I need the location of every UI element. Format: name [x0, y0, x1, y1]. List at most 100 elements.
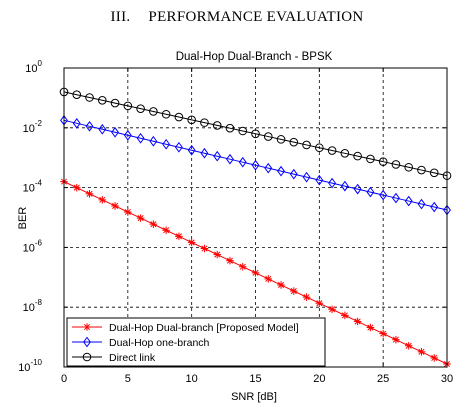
data-point-star	[238, 262, 247, 271]
data-point-star	[328, 305, 336, 314]
series-line	[63, 91, 448, 177]
star-stroke	[418, 348, 425, 355]
x-tick-label: 15	[249, 373, 261, 385]
data-point-diamond	[149, 135, 158, 147]
star-stroke	[316, 300, 323, 307]
data-point-star	[226, 256, 234, 265]
data-point-star	[430, 354, 439, 362]
legend-entry: Dual-Hop one-branch	[72, 336, 210, 349]
legend: Dual-Hop Dual-branch [Proposed Model] Dua…	[66, 317, 326, 367]
data-point-circle	[429, 168, 439, 178]
star-stroke	[265, 275, 272, 282]
y-tick-label: 10-4	[23, 179, 43, 195]
data-point-star	[315, 299, 324, 308]
data-point-diamond	[340, 180, 349, 192]
star-stroke	[201, 245, 208, 252]
data-point-circle	[391, 160, 401, 169]
data-point-circle	[263, 132, 273, 141]
legend-label: Dual-Hop Dual-branch [Proposed Model]	[109, 322, 299, 334]
y-tick-label: 10-2	[23, 119, 43, 135]
data-point-star	[290, 287, 298, 295]
star-stroke	[380, 330, 387, 337]
data-point-star	[149, 220, 158, 228]
series-circle	[59, 87, 452, 180]
star-stroke	[341, 312, 348, 319]
legend-entry: Dual-Hop Dual-branch [Proposed Model]	[72, 322, 299, 334]
data-point-star	[353, 317, 362, 326]
star-stroke	[188, 239, 195, 246]
x-tick-label: 20	[313, 373, 325, 385]
data-point-circle	[302, 140, 311, 150]
data-point-circle	[417, 165, 426, 175]
data-point-diamond	[315, 174, 324, 186]
data-point-circle	[85, 93, 94, 102]
data-point-diamond	[136, 132, 145, 144]
data-point-star	[124, 208, 132, 216]
data-point-circle	[149, 107, 158, 116]
data-point-star	[187, 238, 196, 247]
data-point-diamond	[328, 177, 337, 189]
star-stroke	[124, 208, 131, 216]
data-point-star	[392, 335, 400, 344]
data-point-circle	[187, 115, 196, 125]
star-stroke	[367, 324, 374, 331]
data-point-star	[200, 244, 209, 253]
data-point-diamond	[72, 117, 81, 129]
data-point-diamond	[366, 186, 375, 198]
y-axis-label: BER	[17, 207, 29, 230]
x-tick-label: 30	[441, 373, 453, 385]
data-point-circle	[404, 162, 414, 172]
data-point-diamond	[379, 189, 388, 201]
section-heading: III. PERFORMANCE EVALUATION	[0, 9, 474, 26]
data-point-diamond	[83, 336, 91, 348]
star-stroke	[431, 354, 438, 361]
data-point-circle	[353, 151, 362, 161]
star-stroke	[83, 323, 91, 331]
data-point-circle	[251, 129, 260, 139]
data-point-star	[251, 269, 260, 277]
data-point-circle	[225, 123, 235, 133]
data-point-diamond	[226, 153, 234, 165]
data-point-diamond	[238, 156, 247, 168]
data-point-diamond	[174, 141, 183, 153]
data-point-star	[98, 196, 107, 204]
data-point-diamond	[417, 198, 426, 210]
data-point-diamond	[392, 192, 400, 204]
legend-entry: Direct link	[72, 352, 156, 364]
star-stroke	[303, 294, 310, 301]
data-point-star	[264, 275, 273, 283]
y-tick-label: 10-6	[23, 238, 43, 254]
data-point-diamond	[123, 129, 132, 141]
data-point-diamond	[430, 201, 439, 213]
x-tick-label: 5	[125, 373, 131, 385]
data-point-star	[85, 189, 94, 198]
data-point-star	[175, 232, 183, 241]
data-point-circle	[289, 137, 299, 147]
x-tick-label: 0	[61, 373, 67, 385]
y-tick-label: 10-8	[23, 298, 43, 314]
star-stroke	[277, 281, 285, 289]
data-point-star	[366, 323, 375, 332]
data-point-circle	[315, 143, 324, 153]
star-stroke	[290, 288, 297, 295]
data-point-diamond	[213, 150, 222, 162]
data-point-circle	[200, 118, 209, 127]
data-point-circle	[238, 126, 248, 136]
y-tick-label: 100	[25, 59, 42, 75]
legend-box	[66, 317, 326, 367]
series-layer	[59, 87, 452, 368]
star-stroke	[163, 227, 170, 234]
y-axis-ticks: 100 10-2 10-4 10-6 10-8 10-10	[18, 59, 447, 374]
star-stroke	[239, 263, 246, 270]
data-point-diamond	[98, 123, 107, 135]
star-stroke	[329, 306, 336, 313]
data-point-circle	[72, 90, 82, 100]
data-point-star	[72, 183, 81, 192]
data-point-circle	[327, 146, 337, 155]
legend-label: Direct link	[109, 352, 156, 364]
data-point-diamond	[187, 144, 196, 156]
star-stroke	[112, 202, 119, 209]
star-stroke	[73, 184, 80, 191]
star-stroke	[354, 318, 361, 325]
y-tick-label: 10-10	[18, 358, 42, 374]
